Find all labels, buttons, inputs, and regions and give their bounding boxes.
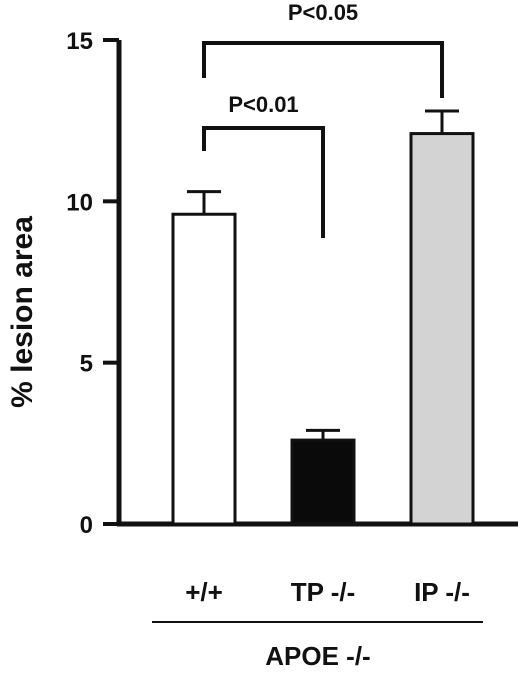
x-axis-labels: +/+ TP -/- IP -/- bbox=[185, 577, 470, 607]
bar bbox=[409, 132, 475, 526]
bars bbox=[171, 132, 475, 526]
significance-bracket bbox=[202, 126, 325, 238]
group-label: APOE -/- bbox=[265, 641, 370, 671]
bar bbox=[171, 212, 237, 526]
x-category-label: +/+ bbox=[185, 577, 223, 607]
p-value-label: P<0.01 bbox=[228, 92, 298, 117]
y-tick-label: 15 bbox=[66, 28, 93, 55]
error-bars bbox=[187, 109, 459, 441]
significance-brackets: P<0.05 P<0.01 bbox=[202, 0, 444, 238]
y-axis-title: % lesion area bbox=[6, 216, 39, 408]
y-tick-label: 0 bbox=[80, 512, 93, 539]
y-tick-label: 10 bbox=[66, 189, 93, 216]
x-category-label: IP -/- bbox=[414, 577, 470, 607]
p-value-label: P<0.05 bbox=[288, 0, 358, 25]
significance-bracket bbox=[202, 41, 444, 98]
x-category-label: TP -/- bbox=[291, 577, 356, 607]
bar bbox=[290, 438, 356, 526]
y-tick-label: 5 bbox=[80, 351, 93, 378]
